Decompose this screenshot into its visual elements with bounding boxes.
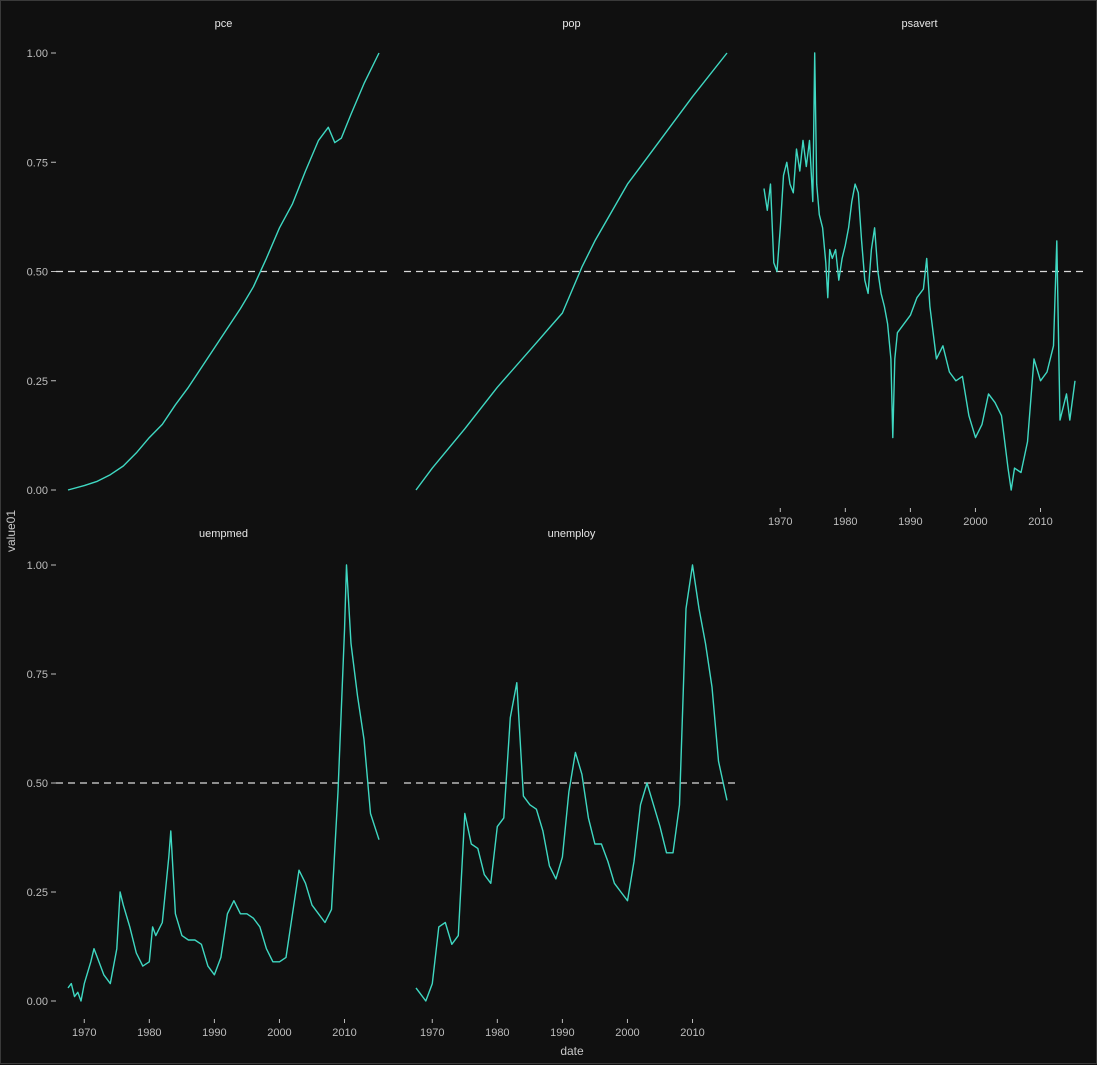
x-tick-label: 1980 [137, 1027, 161, 1039]
x-tick-label: 2010 [332, 1027, 356, 1039]
x-tick-label: 2000 [963, 516, 987, 528]
y-tick-label: 1.00 [27, 48, 48, 60]
x-tick-label: 2000 [267, 1027, 291, 1039]
facet-strip-label: uempmed [199, 528, 248, 540]
facet-strip-label: pop [562, 18, 580, 30]
x-tick-label: 2010 [1028, 516, 1052, 528]
x-tick-label: 1970 [72, 1027, 96, 1039]
y-tick-label: 0.50 [27, 778, 48, 790]
y-tick-label: 0.25 [27, 887, 48, 899]
x-tick-label: 1990 [550, 1027, 574, 1039]
y-tick-label: 0.75 [27, 669, 48, 681]
x-tick-label: 2010 [680, 1027, 704, 1039]
x-tick-label: 1970 [768, 516, 792, 528]
x-tick-label: 1990 [202, 1027, 226, 1039]
series-line-pop [415, 52, 728, 491]
y-axis-title: value01 [4, 510, 18, 552]
y-tick-label: 0.75 [27, 157, 48, 169]
series-line-uempmed [67, 564, 380, 1002]
x-tick-label: 1990 [898, 516, 922, 528]
series-line-pce [67, 52, 380, 491]
series-line-unemploy [415, 564, 728, 1002]
x-tick-label: 1970 [420, 1027, 444, 1039]
y-tick-label: 0.50 [27, 267, 48, 279]
y-tick-label: 1.00 [27, 560, 48, 572]
x-tick-label: 1980 [833, 516, 857, 528]
x-tick-label: 1980 [485, 1027, 509, 1039]
x-tick-label: 2000 [615, 1027, 639, 1039]
x-axis-title: date [560, 1044, 584, 1058]
series-line-psavert [763, 52, 1076, 491]
y-tick-label: 0.00 [27, 996, 48, 1008]
y-tick-label: 0.00 [27, 485, 48, 497]
facet-strip-label: psavert [901, 18, 937, 30]
facet-strip-label: pce [215, 18, 233, 30]
y-tick-label: 0.25 [27, 376, 48, 388]
facet-strip-label: unemploy [548, 528, 596, 540]
